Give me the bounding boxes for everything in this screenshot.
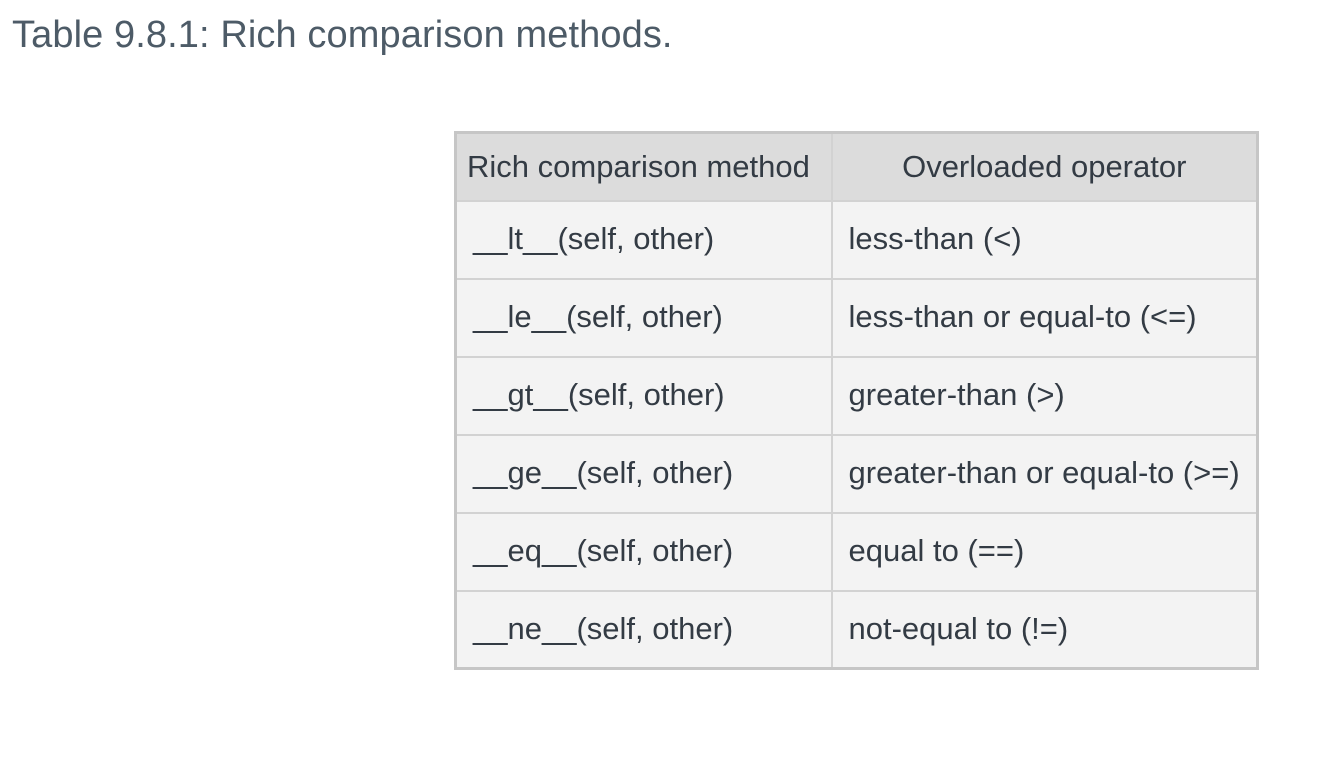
- operator-cell: equal to (==): [830, 511, 1259, 592]
- operator-cell: not-equal to (!=): [830, 589, 1259, 670]
- method-cell: __ne__(self, other): [454, 589, 833, 670]
- header-rich-comparison-method: Rich comparison method: [454, 131, 833, 202]
- method-cell: __gt__(self, other): [454, 355, 833, 436]
- header-overloaded-operator: Overloaded operator: [830, 131, 1259, 202]
- rich-comparison-table: Rich comparison method Overloaded operat…: [454, 131, 1259, 670]
- method-cell: __lt__(self, other): [454, 199, 833, 280]
- method-cell: __le__(self, other): [454, 277, 833, 358]
- table-row: __gt__(self, other) greater-than (>): [454, 355, 1259, 436]
- operator-cell: greater-than (>): [830, 355, 1259, 436]
- table-header-row: Rich comparison method Overloaded operat…: [454, 131, 1259, 202]
- table-row: __lt__(self, other) less-than (<): [454, 199, 1259, 280]
- operator-cell: less-than (<): [830, 199, 1259, 280]
- table-caption: Table 9.8.1: Rich comparison methods.: [12, 14, 673, 56]
- table-row: __le__(self, other) less-than or equal-t…: [454, 277, 1259, 358]
- method-cell: __ge__(self, other): [454, 433, 833, 514]
- operator-cell: greater-than or equal-to (>=): [830, 433, 1259, 514]
- comparison-table-container: Rich comparison method Overloaded operat…: [454, 131, 1259, 670]
- table-row: __ne__(self, other) not-equal to (!=): [454, 589, 1259, 670]
- method-cell: __eq__(self, other): [454, 511, 833, 592]
- operator-cell: less-than or equal-to (<=): [830, 277, 1259, 358]
- table-row: __eq__(self, other) equal to (==): [454, 511, 1259, 592]
- table-row: __ge__(self, other) greater-than or equa…: [454, 433, 1259, 514]
